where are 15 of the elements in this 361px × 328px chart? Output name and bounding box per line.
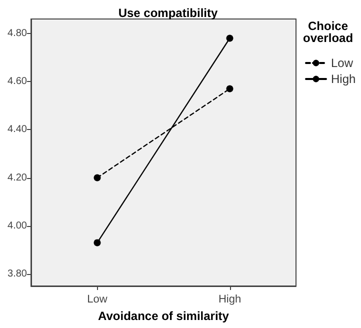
legend-label: High xyxy=(331,72,356,86)
y-tick-label: 4.80 xyxy=(8,28,28,39)
legend-title: Choice overload xyxy=(303,19,354,45)
y-tick-label: 4.20 xyxy=(8,172,28,184)
point xyxy=(94,239,101,246)
point xyxy=(226,34,234,42)
y-tick-label: 3.80 xyxy=(8,268,28,280)
point xyxy=(94,174,101,182)
point xyxy=(226,85,234,92)
y-tick-label: 4.60 xyxy=(8,76,28,88)
x-axis-title: Avoidance of similarity xyxy=(98,309,230,323)
legend-label: Low xyxy=(331,56,354,70)
y-tick-label: 4.00 xyxy=(8,220,28,232)
chart-title: Use compatibility xyxy=(118,6,218,20)
y-tick-label: 4.40 xyxy=(8,124,28,136)
